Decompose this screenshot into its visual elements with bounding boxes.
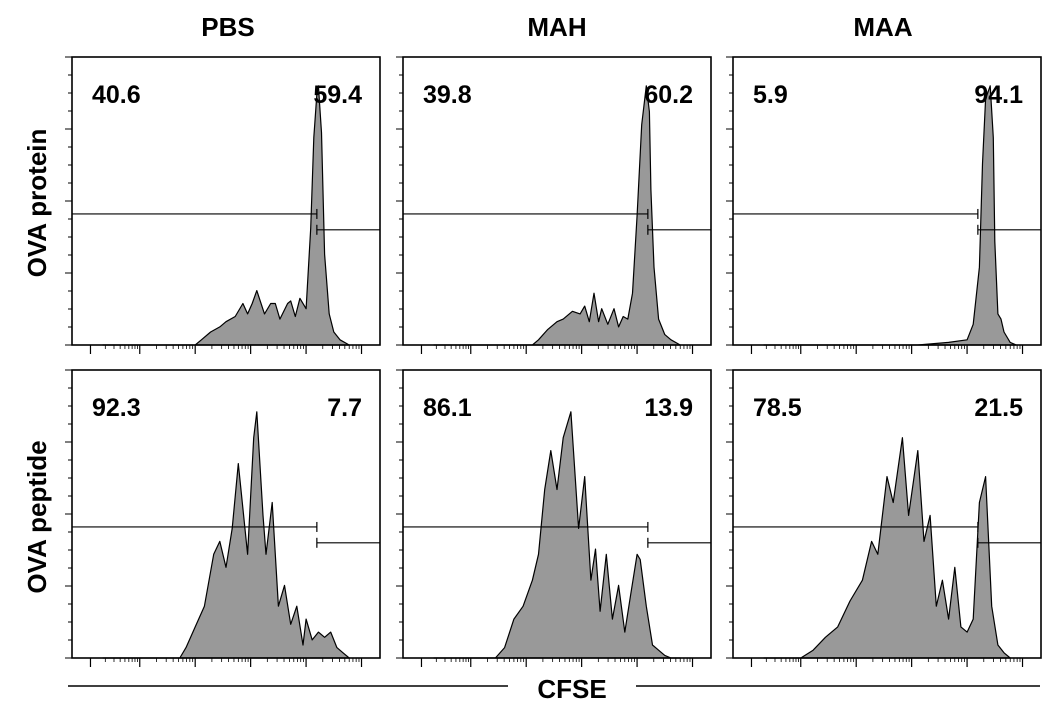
percent-left-ova-protein-maa: 5.9 (753, 81, 788, 109)
panel-ova-protein-maa: 5.9 94.1 (726, 56, 1042, 354)
panel-ova-peptide-pbs: 92.3 7.7 (65, 369, 381, 667)
row-title-ova-protein: OVA protein (22, 129, 52, 278)
percent-left-ova-peptide-mah: 86.1 (423, 394, 472, 422)
histogram-ova-protein-pbs (102, 85, 350, 346)
percent-left-ova-protein-pbs: 40.6 (92, 81, 141, 109)
percent-right-ova-peptide-maa: 21.5 (974, 394, 1023, 422)
percent-left-ova-peptide-maa: 78.5 (753, 394, 802, 422)
histogram-panels: 40.6 59.4 39.8 60.2 5.9 94.1 92.3 7.7 86.1 13.9 78… (65, 56, 1042, 667)
row-title-ova-peptide: OVA peptide (22, 440, 52, 593)
panel-ova-protein-mah: 39.8 60.2 (396, 56, 712, 354)
percent-right-ova-protein-pbs: 59.4 (313, 81, 362, 109)
column-title-pbs: PBS (201, 12, 254, 42)
histogram-ova-peptide-mah (433, 411, 681, 659)
percent-left-ova-protein-mah: 39.8 (423, 81, 472, 109)
percent-right-ova-protein-mah: 60.2 (644, 81, 693, 109)
percent-right-ova-peptide-pbs: 7.7 (327, 394, 362, 422)
percent-right-ova-protein-maa: 94.1 (974, 81, 1023, 109)
histogram-ova-peptide-pbs (102, 411, 350, 659)
column-title-mah: MAH (527, 12, 586, 42)
panel-ova-peptide-mah: 86.1 13.9 (396, 369, 712, 667)
percent-right-ova-peptide-mah: 13.9 (644, 394, 693, 422)
histogram-ova-protein-mah (433, 85, 681, 346)
panel-ova-protein-pbs: 40.6 59.4 (65, 56, 381, 354)
histogram-ova-peptide-maa (763, 437, 1011, 659)
x-axis-label: CFSE (537, 674, 606, 704)
column-title-maa: MAA (853, 12, 912, 42)
panel-ova-peptide-maa: 78.5 21.5 (726, 369, 1042, 667)
percent-left-ova-peptide-pbs: 92.3 (92, 394, 141, 422)
histogram-ova-protein-maa (763, 85, 1017, 346)
